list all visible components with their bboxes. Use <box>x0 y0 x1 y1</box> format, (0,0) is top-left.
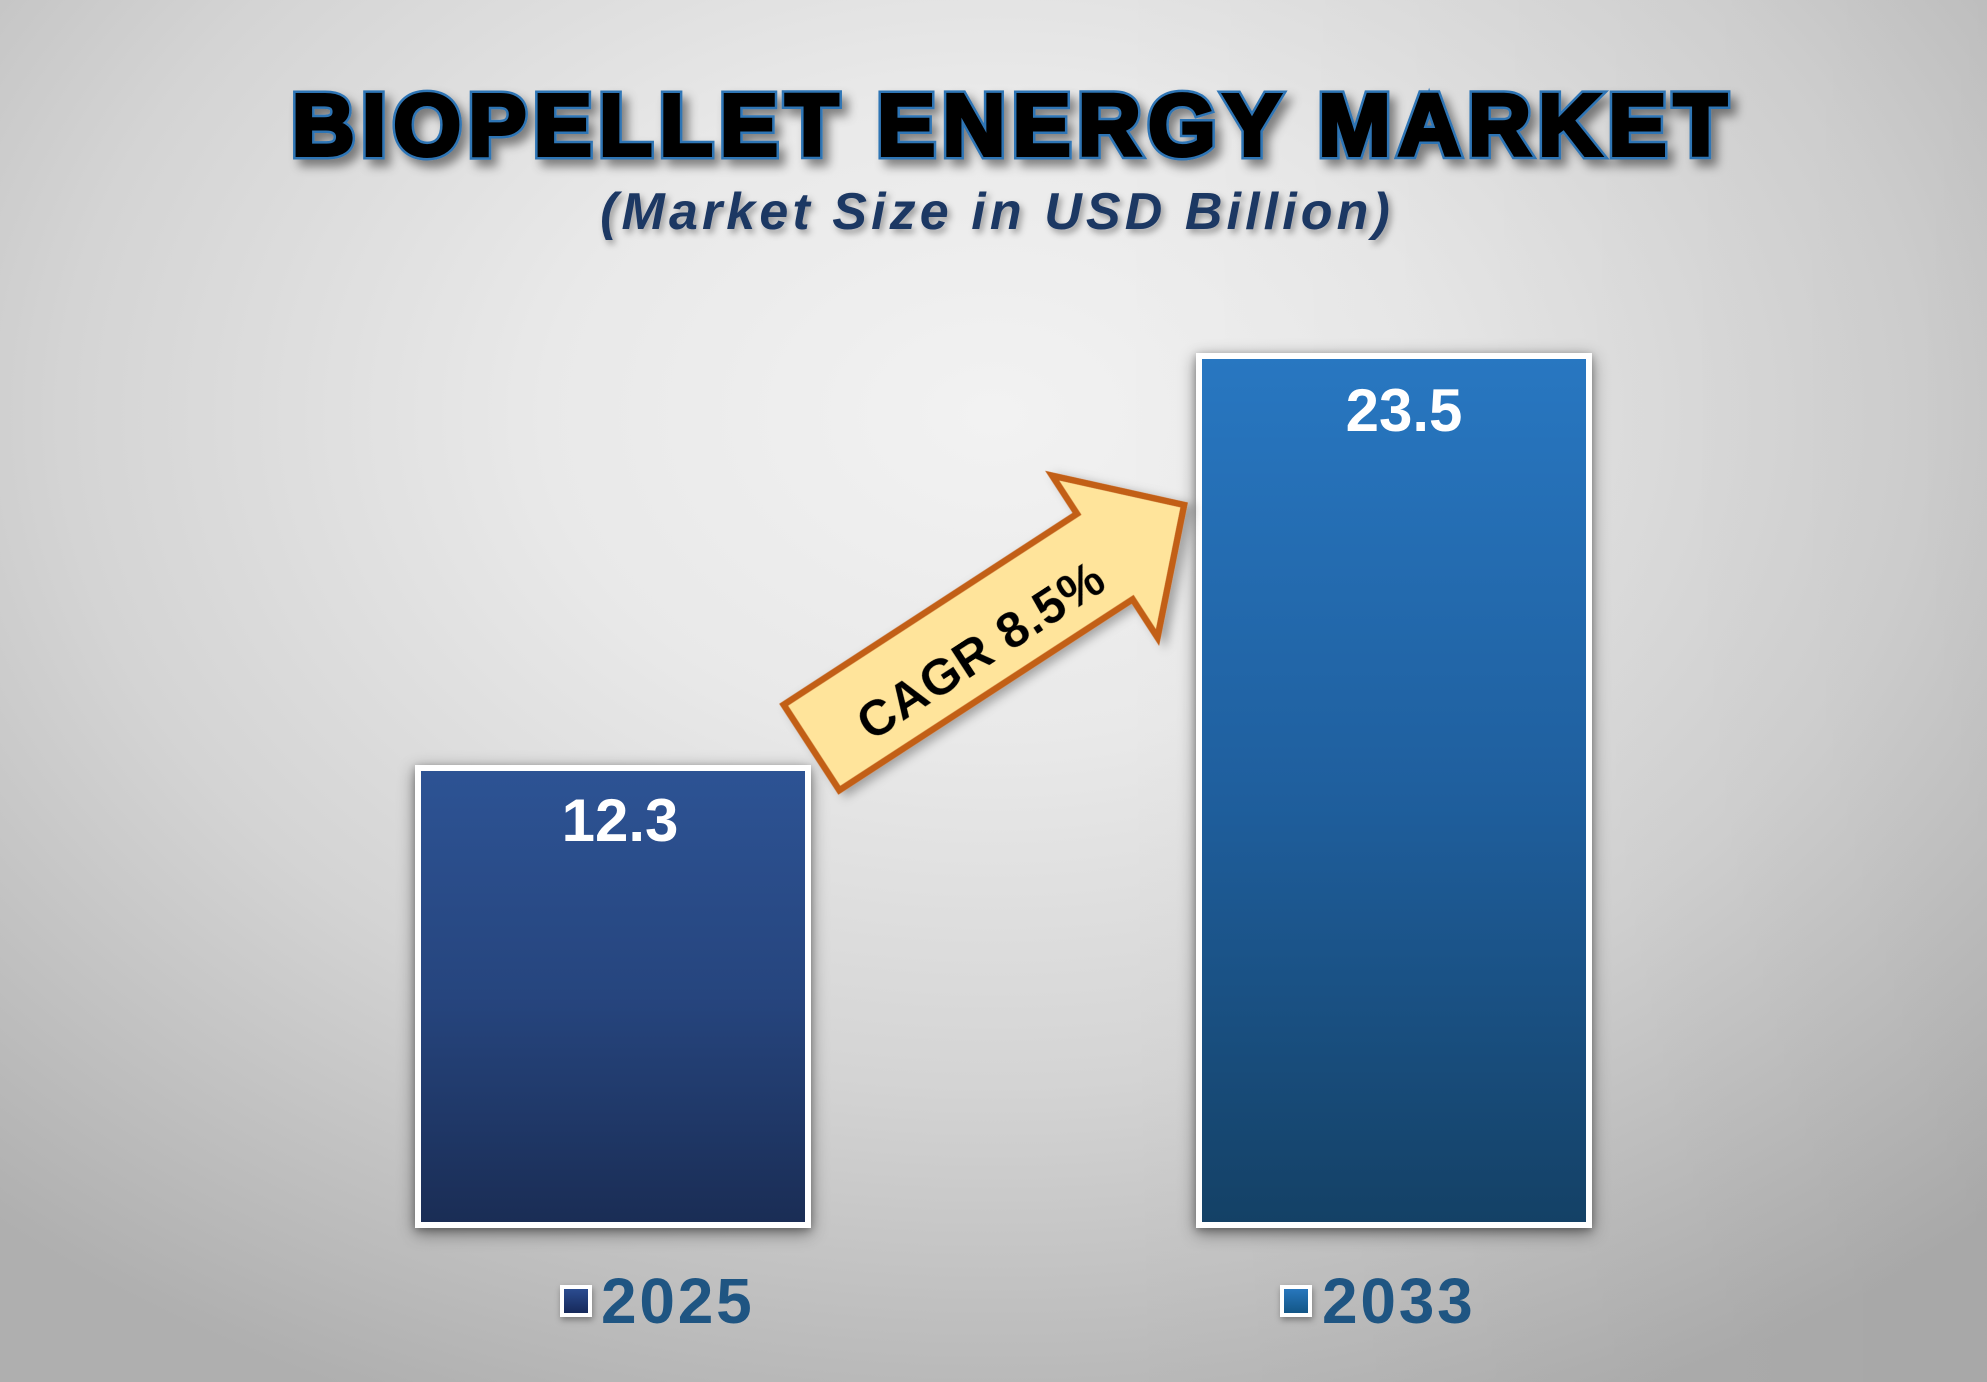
svg-text:2033: 2033 <box>1322 1265 1476 1337</box>
svg-text:2025: 2025 <box>601 1265 755 1337</box>
svg-text:BIOPELLET ENERGY MARKET: BIOPELLET ENERGY MARKET <box>292 77 1734 174</box>
svg-text:23.5: 23.5 <box>1346 377 1463 444</box>
svg-text:BIOPELLET ENERGY MARKET: BIOPELLET ENERGY MARKET <box>292 77 1734 174</box>
svg-text:12.3: 12.3 <box>562 787 679 854</box>
svg-text:(Market Size in USD Billion): (Market Size in USD Billion) <box>600 183 1394 241</box>
